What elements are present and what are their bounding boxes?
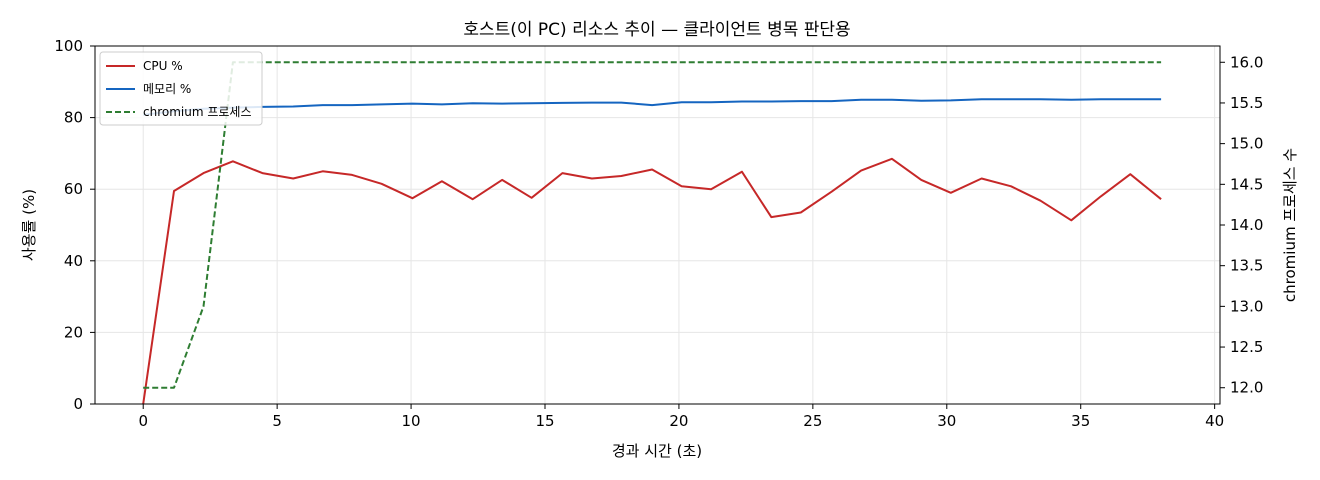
x-tick-label: 10 [402,412,421,430]
y-tick-label: 40 [64,252,83,270]
x-tick-label: 25 [803,412,822,430]
chart-title: 호스트(이 PC) 리소스 추이 — 클라이언트 병목 판단용 [463,20,850,40]
legend-label-cpu: CPU % [143,59,183,73]
y2-tick-label: 15.0 [1230,135,1263,153]
y2-tick-label: 12.5 [1230,338,1263,356]
y2-tick-label: 15.5 [1230,94,1263,112]
legend-label-memory: 메모리 % [143,82,191,96]
legend-box [99,51,263,126]
y2-tick-label: 12.0 [1230,379,1263,397]
x-tick-label: 20 [669,412,688,430]
y-tick-label: 100 [54,37,83,55]
chromium-series-line [143,61,1162,389]
x-tick-label: 15 [535,412,554,430]
y2-tick-label: 13.0 [1230,297,1263,315]
y2-tick-label: 14.0 [1230,216,1263,234]
y2-tick-label: 16.0 [1230,53,1263,71]
y2-axis-label: chromium 프로세스 수 [1281,148,1299,302]
y-axis-label: 사용률 (%) [20,189,38,261]
x-tick-label: 35 [1071,412,1090,430]
x-tick-label: 0 [138,412,148,430]
axis-layer: 0 5 10 15 20 25 30 35 40 0 20 40 60 80 100 12.0 12.5 13.0… [54,37,1263,430]
legend-label-chromium: chromium 프로세스 [143,105,252,119]
memory-series-line [143,98,1162,116]
x-tick-label: 30 [937,412,956,430]
y2-tick-label: 14.5 [1230,175,1263,193]
y-tick-label: 0 [73,395,83,413]
x-axis-label: 경과 시간 (초) [612,442,702,460]
x-tick-label: 5 [272,412,282,430]
x-tick-label: 40 [1205,412,1224,430]
legend: CPU % 메모리 % chromium 프로세스 [99,51,263,126]
y-tick-label: 60 [64,180,83,198]
cpu-series-line [142,157,1162,405]
y2-tick-label: 13.5 [1230,257,1263,275]
series-layer [142,61,1162,405]
y-tick-label: 80 [64,109,83,127]
y-tick-label: 20 [64,323,83,341]
